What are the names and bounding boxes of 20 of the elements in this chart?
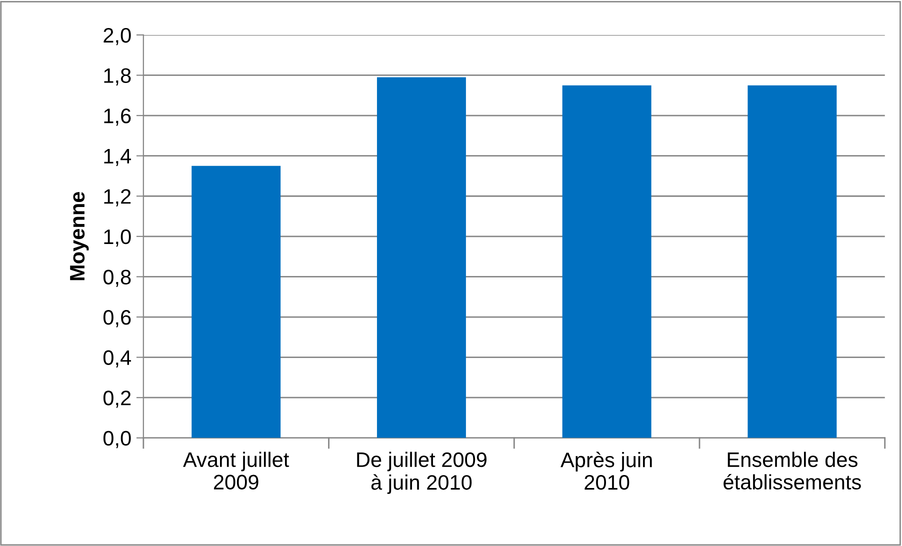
bar <box>562 85 652 438</box>
y-tick-label: 1,0 <box>104 229 131 247</box>
y-tick-label: 0,2 <box>103 390 131 408</box>
x-tick-label: De juillet 2009 à juin 2010 <box>357 452 486 494</box>
x-tick-label: Ensemble des établissements <box>724 452 861 490</box>
y-tick-label: 1,2 <box>104 189 131 206</box>
y-tick-label: 1,8 <box>104 68 131 86</box>
y-axis-title: Moyenne <box>70 192 89 280</box>
x-tick-label: Avant juillet 2009 <box>183 452 290 490</box>
y-tick-label: 0,4 <box>103 350 132 368</box>
y-tick-label: 1,6 <box>104 108 131 126</box>
y-tick-label: 0,8 <box>103 270 131 287</box>
y-tick-label: 1,4 <box>104 149 132 166</box>
bar <box>748 85 837 438</box>
x-tick-label: Après juin 2010 <box>560 452 652 490</box>
y-tick-label: 0,0 <box>103 430 131 448</box>
bar <box>192 166 281 438</box>
y-tick-label: 0,6 <box>103 310 131 328</box>
y-tick-label: 2,0 <box>104 28 131 46</box>
bar <box>376 77 466 438</box>
